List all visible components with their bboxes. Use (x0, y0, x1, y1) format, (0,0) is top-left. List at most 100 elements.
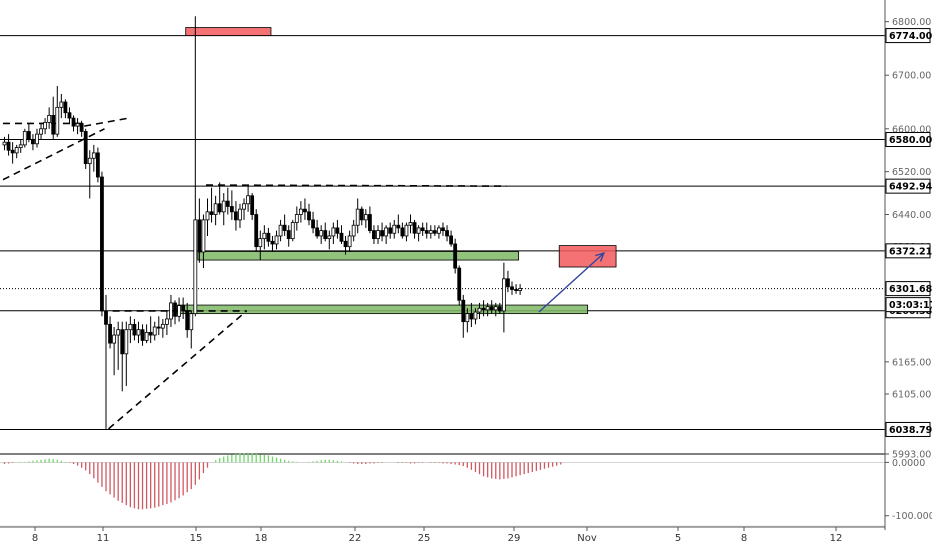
candle-down (10, 149, 15, 154)
trendlines[interactable] (2, 117, 606, 430)
candle-down (372, 230, 376, 240)
candle-up (152, 326, 157, 336)
candle-up (246, 195, 251, 205)
candle-down (282, 224, 287, 231)
y-tick-label: 5993.00 (892, 450, 931, 461)
price-pane[interactable] (0, 453, 885, 527)
candle-up (169, 302, 173, 320)
target-zone (558, 245, 617, 268)
candle-up (35, 133, 39, 145)
support-zone (197, 251, 520, 261)
candle-down (79, 123, 84, 132)
candle-up (465, 313, 470, 323)
candle-down (108, 323, 112, 344)
candle-down (339, 232, 344, 242)
candle-down (461, 299, 466, 323)
candle-down (217, 203, 222, 213)
x-tick-label: 8 (32, 533, 38, 544)
candle-down (286, 230, 291, 240)
horizontal-levels[interactable] (0, 35, 885, 430)
candle-up (91, 152, 96, 159)
level-label: 6038.79 (889, 425, 932, 436)
candle-up (258, 238, 263, 248)
candle-down (506, 278, 510, 288)
trendline (108, 310, 248, 430)
oscillator-pane[interactable] (0, 452, 885, 510)
candle-down (266, 232, 271, 242)
candle-down (400, 227, 405, 237)
level-label: 6492.94 (889, 182, 932, 193)
candle-up (501, 278, 506, 312)
x-tick-label: 29 (508, 533, 521, 544)
candle-down (120, 329, 125, 355)
candle-down (380, 230, 384, 237)
candle-down (225, 200, 230, 207)
candle-down (469, 313, 474, 320)
projection-arrow (538, 252, 605, 313)
candle-up (290, 222, 295, 240)
candle-down (449, 235, 454, 245)
candle-down (148, 331, 153, 336)
candle-up (437, 227, 441, 234)
countdown-box (885, 297, 931, 313)
level-label: 6580.00 (889, 135, 932, 146)
y-tick-label: 6165.00 (892, 357, 931, 368)
candle-down (323, 230, 328, 240)
countdown-label: 03:03:17 (889, 300, 932, 311)
candle-up (493, 306, 498, 311)
candle-down (510, 286, 514, 290)
resistance-zone (185, 27, 272, 36)
candle-up (347, 235, 352, 248)
candle-down (67, 112, 72, 119)
level-label-box (885, 132, 931, 148)
candle-up (274, 235, 279, 245)
x-tick-label: 25 (418, 533, 431, 544)
candle-up (213, 203, 218, 215)
candle-up (221, 200, 226, 213)
candle-down (181, 305, 186, 312)
candle-down (514, 289, 518, 291)
candle-down (31, 139, 35, 145)
candle-up (112, 334, 117, 344)
candle-down (229, 206, 234, 213)
trendline (205, 184, 507, 187)
zones[interactable] (177, 27, 617, 315)
candle-up (18, 144, 23, 148)
level-label: 6372.21 (889, 246, 932, 257)
candle-up (55, 106, 60, 135)
candle-up (144, 331, 149, 341)
y-tick-label: 6600.00 (892, 124, 931, 135)
candle-up (87, 157, 92, 165)
candle-down (140, 329, 145, 341)
candle-up (404, 224, 409, 237)
candle-down (388, 227, 393, 234)
candle-up (39, 128, 43, 135)
candle-up (22, 131, 27, 146)
level-label-box (885, 243, 931, 259)
candle-up (59, 101, 64, 108)
candle-down (481, 307, 486, 311)
candle-up (201, 219, 206, 253)
y-tick-label: 6440.00 (892, 210, 931, 221)
x-tick-label: 22 (349, 533, 362, 544)
candle-down (307, 211, 311, 221)
candles[interactable] (2, 16, 523, 429)
candle-up (164, 318, 169, 325)
candle-down (424, 230, 429, 234)
candle-up (392, 224, 397, 234)
candle-up (331, 227, 336, 237)
candle-down (197, 219, 202, 253)
candle-down (489, 306, 494, 311)
candle-up (14, 147, 19, 154)
candle-down (432, 230, 437, 234)
candle-down (420, 227, 425, 231)
candle-up (278, 224, 283, 237)
candle-up (408, 222, 413, 226)
y-tick-label: 6800.00 (892, 17, 931, 28)
candle-down (453, 243, 458, 269)
candle-up (116, 329, 121, 336)
candle-down (445, 230, 449, 237)
